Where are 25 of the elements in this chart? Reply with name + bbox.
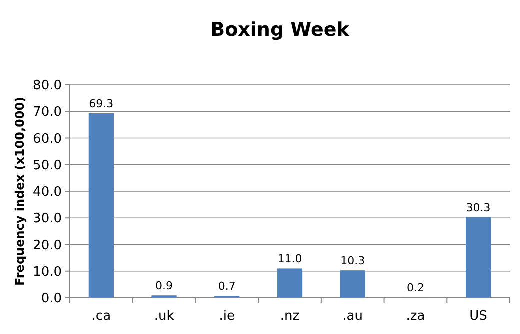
x-tick-label: .ca [92,309,112,324]
y-tick-label: 60.0 [33,132,62,147]
y-tick-label: 30.0 [33,212,62,227]
data-label: 10.3 [340,254,366,268]
y-tick-label: 70.0 [33,105,62,120]
data-label: 0.9 [156,280,174,293]
x-tick-label: US [470,309,488,324]
data-label: 11.0 [278,252,302,266]
y-tick-label: 20.0 [33,238,62,254]
x-tick-label: .uk [154,309,175,324]
y-axis-title: Frequency index (x100,000) [13,96,27,286]
y-tick-label: 50.0 [33,158,62,174]
y-tick-label: 10.0 [33,264,62,280]
data-label: 0.2 [406,281,424,294]
data-label: 0.7 [218,280,236,294]
data-label: 30.3 [466,201,491,214]
x-tick-label: .nz [280,309,300,324]
y-tick-label: 0.0 [41,292,62,307]
y-tick-label: 80.0 [33,78,62,94]
x-tick-label: .au [342,309,364,324]
x-tick-label: .za [406,309,426,324]
y-tick-label: 40.0 [33,185,62,200]
x-tick-label: .ie [219,309,236,324]
chart-title: Boxing Week [210,19,350,41]
data-label: 69.3 [89,97,114,110]
